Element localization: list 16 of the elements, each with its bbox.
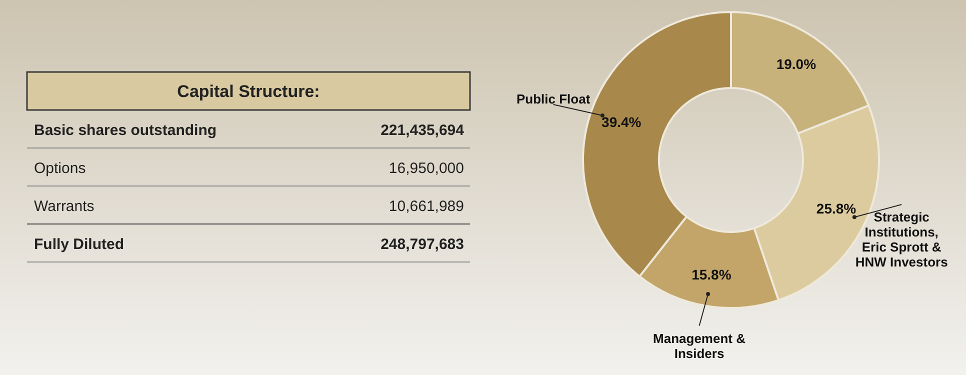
slice-label: Strategic Institutions, Eric Sprott & HNW Investors [855,209,948,270]
category-label: Fully Diluted [34,236,124,253]
text: 10,661,989 [388,198,464,215]
text: 248,797,683 [380,236,464,253]
data-label: 25.8% [816,200,857,217]
data-label: 19.0% [776,56,817,72]
text: 16,950,000 [388,160,464,177]
data-label: 39.4% [602,114,642,130]
data-label: 15.8% [692,266,732,282]
category-label: Warrants [34,198,94,215]
text: 221,435,694 [380,122,464,139]
slice-label: Public Float [516,92,591,107]
text: Capital Structure: [177,82,320,101]
slice-label: Management & Insiders [653,330,746,361]
category-label: Basic shares outstanding [34,122,217,139]
category-label: Options [34,160,86,177]
